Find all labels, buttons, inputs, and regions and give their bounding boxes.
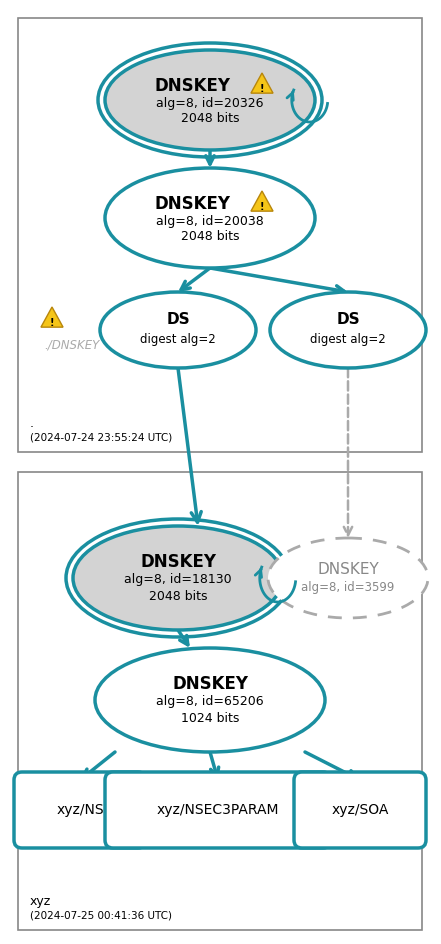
Ellipse shape xyxy=(73,526,283,630)
Text: 2048 bits: 2048 bits xyxy=(149,589,207,602)
Text: DNSKEY: DNSKEY xyxy=(154,77,230,95)
Text: xyz/NS: xyz/NS xyxy=(56,803,104,817)
Text: xyz/NSEC3PARAM: xyz/NSEC3PARAM xyxy=(157,803,279,817)
Text: DS: DS xyxy=(336,312,360,328)
Text: ./DNSKEY: ./DNSKEY xyxy=(45,339,100,351)
Text: alg=8, id=3599: alg=8, id=3599 xyxy=(301,581,395,594)
Text: !: ! xyxy=(50,317,54,328)
Text: digest alg=2: digest alg=2 xyxy=(310,332,386,346)
Text: (2024-07-25 00:41:36 UTC): (2024-07-25 00:41:36 UTC) xyxy=(30,911,172,921)
Text: DNSKEY: DNSKEY xyxy=(140,553,216,571)
Text: digest alg=2: digest alg=2 xyxy=(140,332,216,346)
Polygon shape xyxy=(251,191,273,211)
Text: xyz/SOA: xyz/SOA xyxy=(331,803,389,817)
Text: DNSKEY: DNSKEY xyxy=(154,195,230,213)
Text: !: ! xyxy=(260,202,264,211)
Ellipse shape xyxy=(105,50,315,150)
Text: alg=8, id=20038: alg=8, id=20038 xyxy=(156,215,264,228)
Text: 2048 bits: 2048 bits xyxy=(181,229,239,243)
Text: DS: DS xyxy=(166,312,190,328)
Ellipse shape xyxy=(105,168,315,268)
Ellipse shape xyxy=(268,538,428,618)
Text: DNSKEY: DNSKEY xyxy=(317,562,379,577)
Text: alg=8, id=20326: alg=8, id=20326 xyxy=(156,97,264,110)
Polygon shape xyxy=(251,73,273,93)
Text: xyz: xyz xyxy=(30,895,51,908)
Polygon shape xyxy=(41,307,63,328)
Bar xyxy=(18,18,422,452)
Ellipse shape xyxy=(95,648,325,752)
Ellipse shape xyxy=(270,292,426,368)
Text: (2024-07-24 23:55:24 UTC): (2024-07-24 23:55:24 UTC) xyxy=(30,433,172,443)
Text: DNSKEY: DNSKEY xyxy=(172,675,248,693)
FancyBboxPatch shape xyxy=(14,772,146,848)
FancyBboxPatch shape xyxy=(294,772,426,848)
Text: 1024 bits: 1024 bits xyxy=(181,712,239,724)
FancyBboxPatch shape xyxy=(105,772,331,848)
Ellipse shape xyxy=(100,292,256,368)
Text: 2048 bits: 2048 bits xyxy=(181,111,239,125)
Text: .: . xyxy=(30,417,34,430)
Bar xyxy=(18,472,422,930)
Text: !: ! xyxy=(260,84,264,93)
Text: alg=8, id=18130: alg=8, id=18130 xyxy=(124,574,232,586)
Text: alg=8, id=65206: alg=8, id=65206 xyxy=(156,696,264,709)
